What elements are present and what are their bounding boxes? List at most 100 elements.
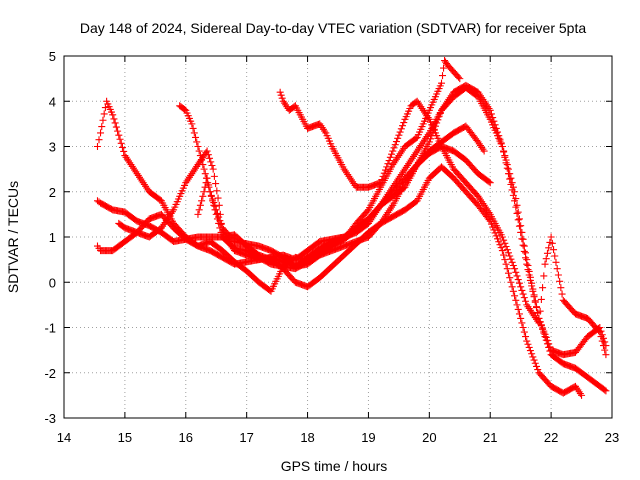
data-point	[394, 134, 402, 142]
data-point	[276, 88, 284, 96]
data-point	[200, 165, 208, 173]
data-point	[518, 286, 526, 294]
data-point	[486, 179, 494, 187]
data-point	[440, 64, 448, 72]
data-point	[525, 271, 533, 279]
x-axis-label: GPS time / hours	[281, 458, 388, 474]
data-point	[503, 164, 511, 172]
data-point	[207, 192, 215, 200]
data-point	[596, 328, 604, 336]
data-point	[496, 241, 504, 249]
data-point	[522, 297, 530, 305]
data-point	[438, 79, 446, 87]
data-point	[503, 265, 511, 273]
data-point	[380, 169, 388, 177]
data-point	[514, 216, 522, 224]
data-point	[396, 128, 404, 136]
data-point	[518, 319, 526, 327]
data-point	[193, 138, 201, 146]
data-point	[501, 153, 509, 161]
data-point	[379, 172, 387, 180]
data-point	[500, 148, 508, 156]
data-point	[489, 114, 497, 122]
data-point	[200, 188, 208, 196]
y-tick-label: 2	[49, 185, 56, 200]
data-point	[110, 115, 118, 123]
data-point	[501, 256, 509, 264]
data-point	[509, 287, 517, 295]
data-point	[524, 340, 532, 348]
y-tick-label: 1	[49, 230, 56, 245]
data-point	[101, 104, 109, 112]
data-point	[517, 314, 525, 322]
data-point	[277, 91, 285, 99]
data-point	[509, 191, 517, 199]
data-point	[212, 210, 220, 218]
data-point	[115, 131, 123, 139]
data-point	[201, 170, 209, 178]
data-point	[552, 258, 560, 266]
data-point	[506, 175, 514, 183]
data-point	[578, 391, 586, 399]
data-point	[211, 206, 219, 214]
data-point	[385, 157, 393, 165]
data-point	[543, 249, 551, 257]
data-point	[553, 265, 561, 273]
data-point	[523, 337, 531, 345]
data-point	[507, 181, 515, 189]
data-point	[551, 252, 559, 260]
data-point	[514, 276, 522, 284]
series-track-6	[194, 81, 610, 395]
data-point	[412, 134, 420, 142]
data-point	[539, 325, 547, 333]
data-point	[602, 387, 610, 395]
data-point	[209, 197, 217, 205]
y-tick-label: 0	[49, 275, 56, 290]
y-tick-label: -1	[44, 321, 56, 336]
data-point	[487, 110, 495, 118]
data-point	[196, 201, 204, 209]
data-point	[541, 333, 549, 341]
data-point	[540, 272, 548, 280]
data-point	[377, 179, 385, 187]
data-point	[530, 293, 538, 301]
data-point	[531, 359, 539, 367]
data-point	[436, 109, 444, 117]
data-point	[201, 183, 209, 191]
data-point	[526, 276, 534, 284]
data-point	[213, 187, 221, 195]
data-point	[519, 324, 527, 331]
data-point	[598, 337, 606, 345]
data-point	[529, 287, 537, 295]
data-point	[515, 279, 523, 287]
data-point	[194, 210, 202, 218]
x-tick-label: 20	[422, 430, 436, 445]
data-point	[434, 116, 442, 124]
plot-frame	[63, 55, 613, 419]
data-point	[529, 353, 537, 361]
data-point	[520, 328, 528, 336]
data-point	[278, 94, 286, 102]
data-point	[391, 141, 399, 149]
data-point	[213, 215, 221, 223]
data-point	[513, 272, 521, 280]
data-point	[546, 347, 554, 355]
data-point	[541, 260, 549, 268]
data-point	[215, 219, 223, 227]
data-point	[517, 283, 525, 291]
data-point	[508, 283, 516, 291]
data-point	[195, 147, 203, 155]
data-point	[517, 228, 525, 236]
data-point	[539, 284, 547, 292]
data-point	[425, 138, 433, 146]
data-point	[502, 260, 510, 268]
data-point	[381, 166, 389, 174]
x-tick-label: 15	[118, 430, 132, 445]
data-point	[112, 123, 120, 131]
data-point	[524, 266, 532, 274]
data-point	[602, 351, 610, 359]
data-point	[519, 290, 527, 298]
data-point	[532, 304, 540, 312]
data-point	[500, 251, 508, 259]
